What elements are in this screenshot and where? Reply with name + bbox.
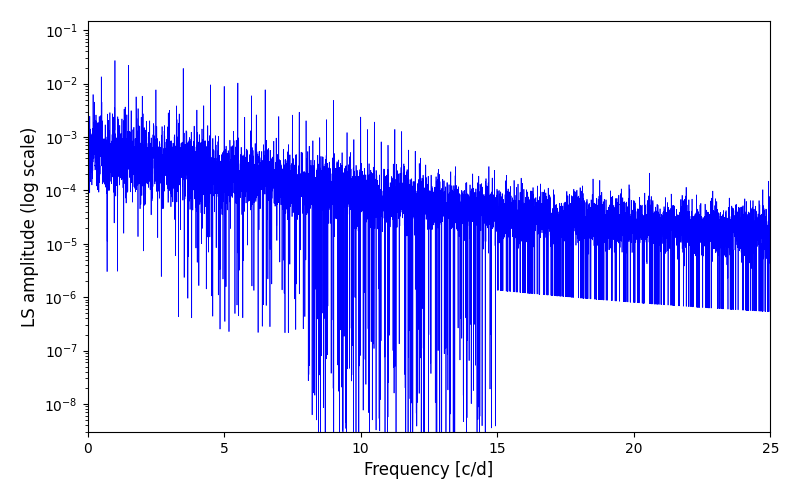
X-axis label: Frequency [c/d]: Frequency [c/d]	[364, 461, 494, 479]
Y-axis label: LS amplitude (log scale): LS amplitude (log scale)	[21, 126, 39, 326]
